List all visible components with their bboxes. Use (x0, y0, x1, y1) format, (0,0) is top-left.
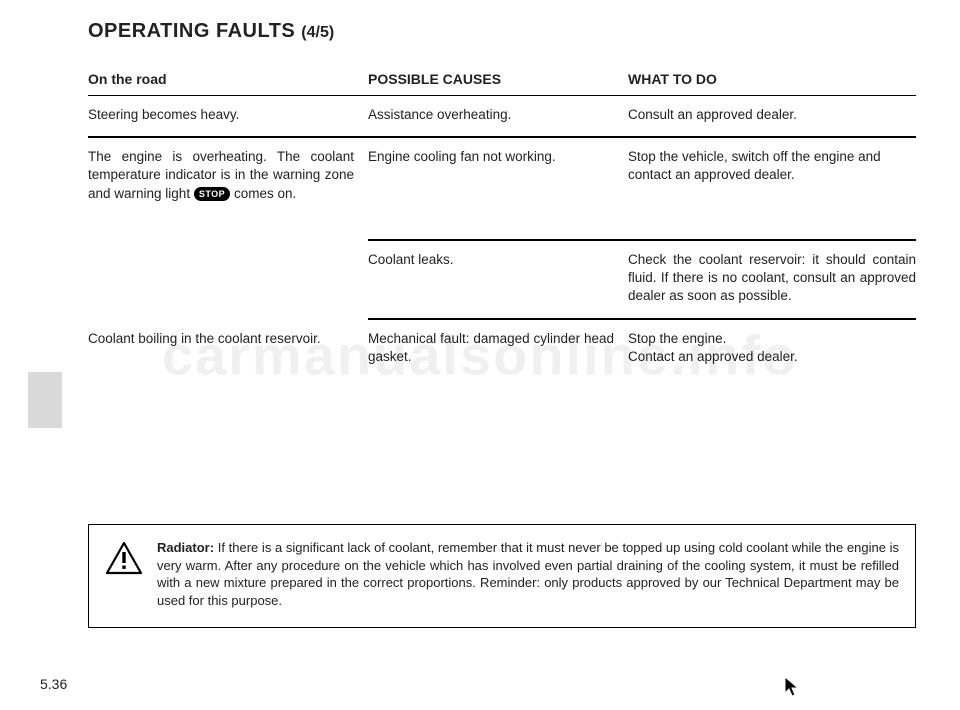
col-header-action: WHAT TO DO (628, 71, 916, 87)
cell-action: Check the coolant reservoir: it should c… (628, 251, 916, 306)
cell-symptom: The engine is overheating. The cool­ant … (88, 148, 368, 203)
stop-badge-icon: STOP (194, 187, 230, 201)
page-content: OPERATING FAULTS (4/5) On the road POSSI… (88, 20, 916, 378)
page-title: OPERATING FAULTS (4/5) (88, 20, 916, 43)
cursor-icon (784, 676, 800, 698)
warning-triangle-icon (105, 541, 143, 580)
table-subrow-group: Coolant leaks. Check the coolant reservo… (368, 239, 916, 320)
title-sub: (4/5) (301, 24, 334, 42)
note-text: Radiator: If there is a significant lack… (157, 539, 899, 609)
col-header-cause: POSSIBLE CAUSES (368, 71, 628, 87)
symptom-text-post: comes on. (234, 186, 296, 201)
table-row: The engine is overheating. The cool­ant … (88, 138, 916, 203)
cell-cause: Assistance overheating. (368, 106, 628, 124)
note-body: If there is a significant lack of coolan… (157, 540, 899, 608)
cell-cause: Coolant leaks. (368, 251, 628, 306)
table-row: Coolant leaks. Check the coolant reservo… (368, 241, 916, 320)
cell-action: Stop the vehicle, switch off the engine … (628, 148, 916, 203)
table-row: Steering becomes heavy. Assistance overh… (88, 96, 916, 138)
col-header-symptom: On the road (88, 71, 368, 87)
cell-action: Stop the engine. Contact an approved dea… (628, 330, 916, 366)
cell-symptom: Coolant boiling in the coolant reser­voi… (88, 330, 368, 366)
table-row: Coolant boiling in the coolant reser­voi… (88, 320, 916, 378)
cell-action: Consult an approved dealer. (628, 106, 916, 124)
table-header: On the road POSSIBLE CAUSES WHAT TO DO (88, 65, 916, 96)
cell-symptom: Steering becomes heavy. (88, 106, 368, 124)
title-main: OPERATING FAULTS (88, 20, 295, 43)
radiator-note-box: Radiator: If there is a significant lack… (88, 524, 916, 628)
note-label: Radiator: (157, 540, 214, 555)
cell-cause: Mechanical fault: damaged cylinder head … (368, 330, 628, 366)
section-tab (28, 372, 62, 428)
cell-cause: Engine cooling fan not working. (368, 148, 628, 203)
page-number: 5.36 (40, 676, 67, 692)
